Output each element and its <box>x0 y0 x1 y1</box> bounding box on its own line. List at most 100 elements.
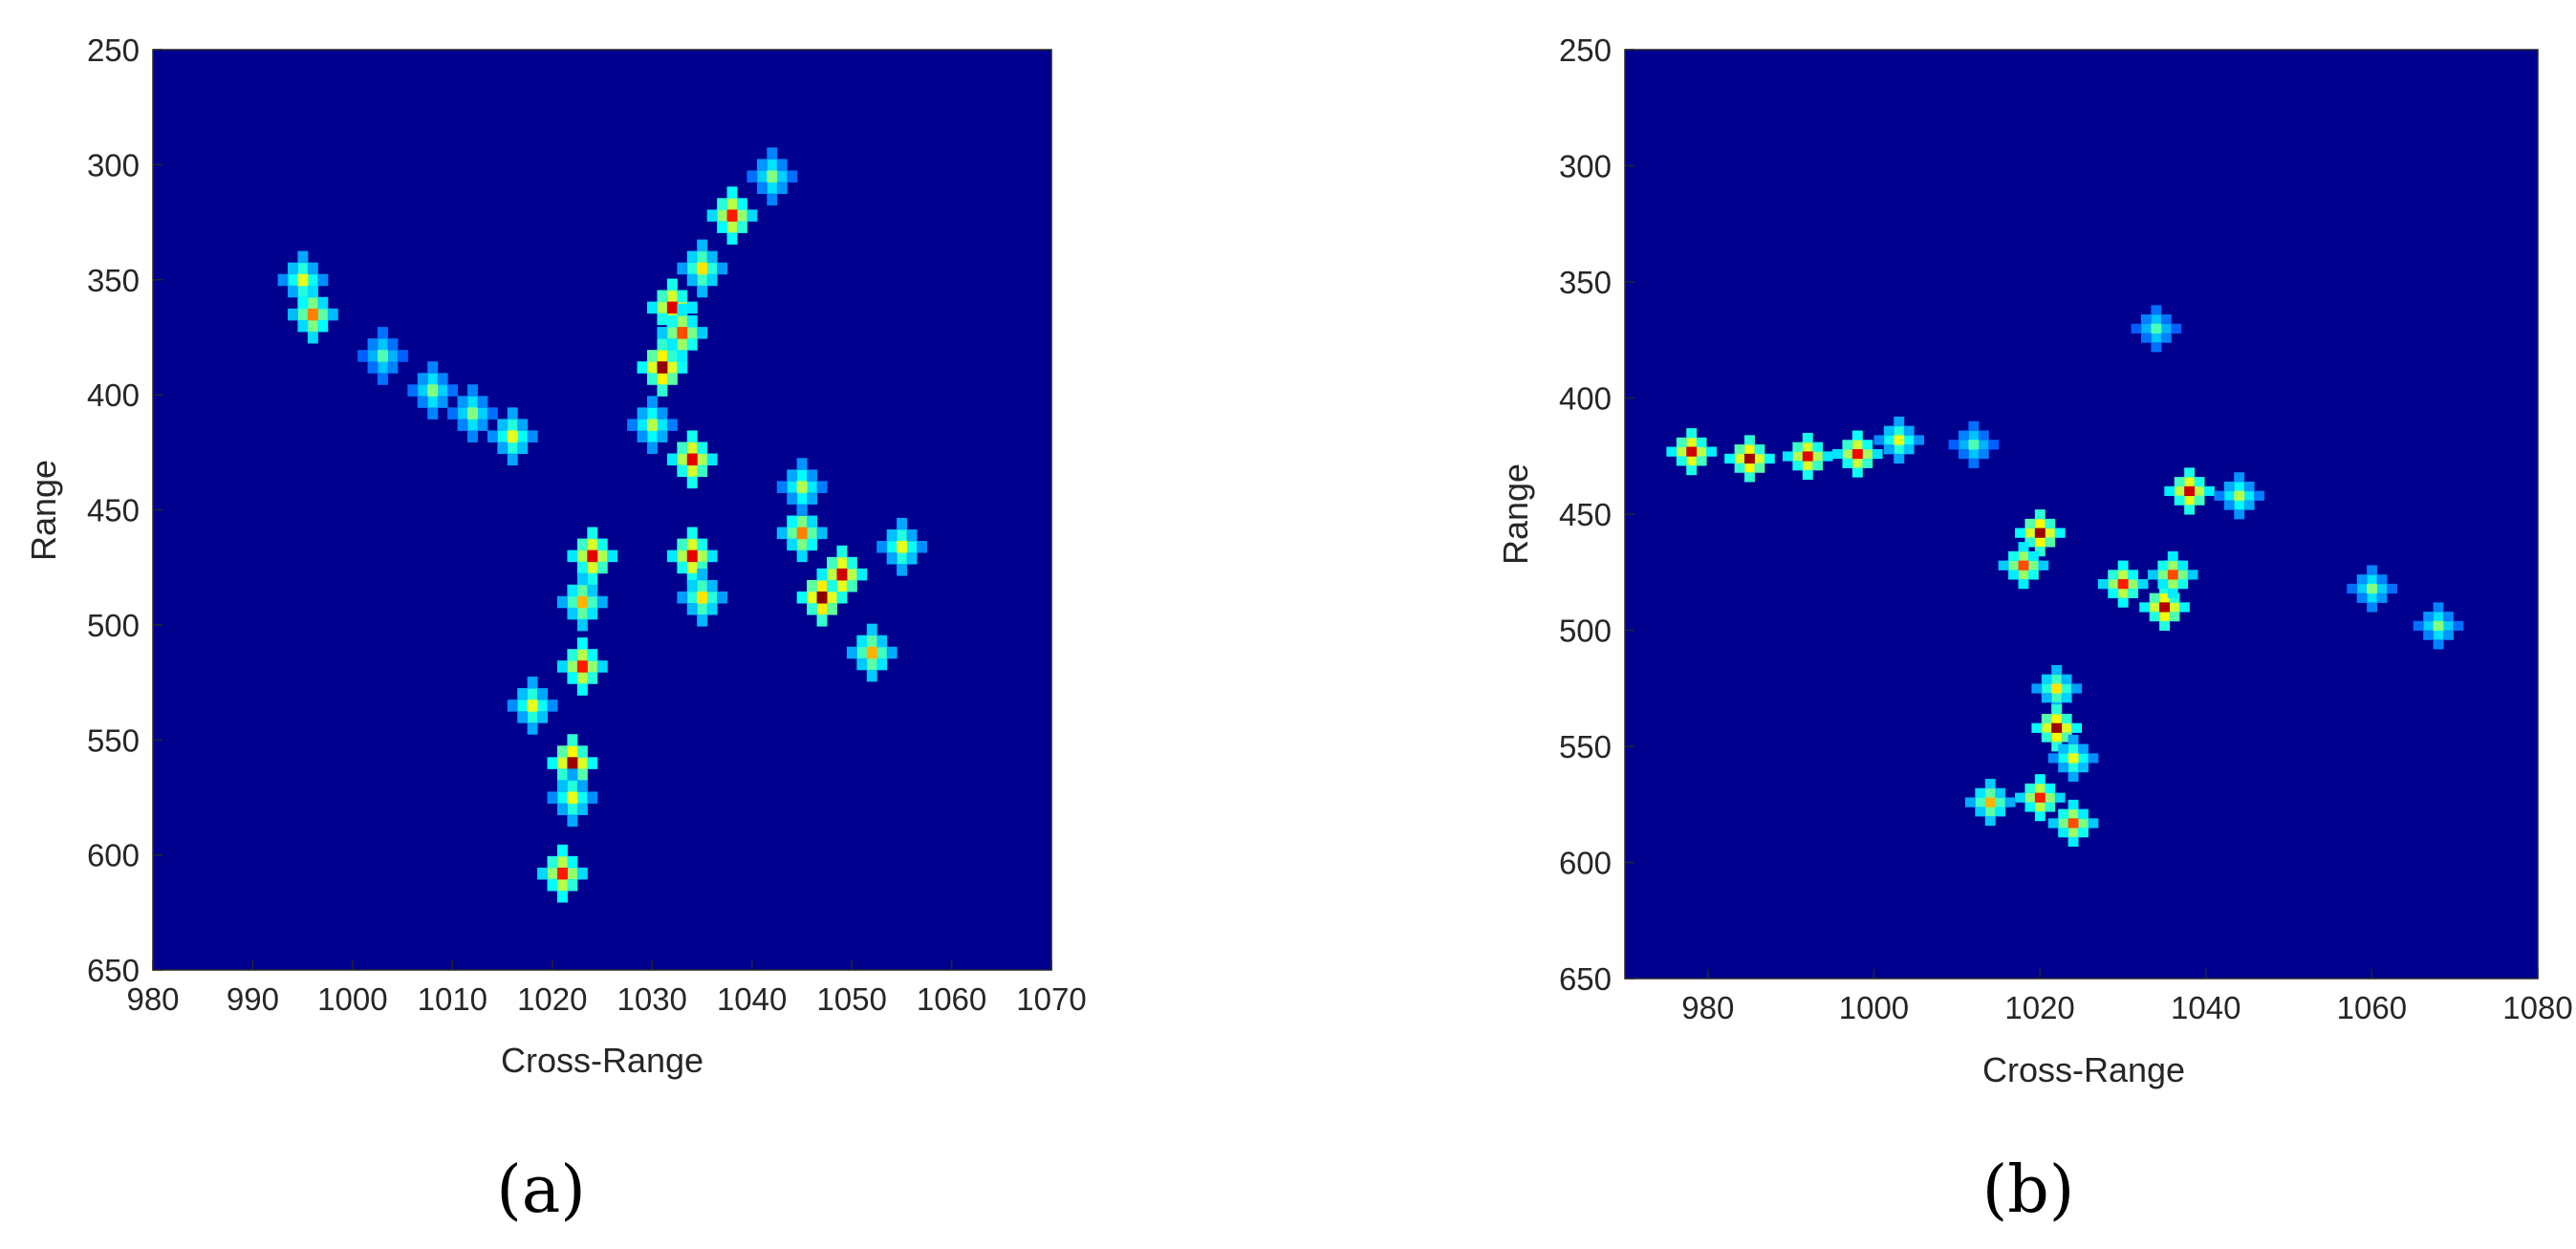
heatmap-cell <box>1903 435 1915 445</box>
heatmap-cell <box>866 657 877 671</box>
heatmap-cell <box>1978 448 1989 460</box>
heatmap-cell <box>697 603 708 615</box>
heatmap-cell <box>576 683 588 696</box>
heatmap-cell <box>816 591 828 604</box>
heatmap-cell <box>2054 528 2066 538</box>
heatmap-cell <box>706 549 718 563</box>
heatmap-cell <box>657 327 668 339</box>
heatmap-cell <box>2423 620 2435 631</box>
heatmap-cell <box>2423 612 2435 622</box>
heatmap-cell <box>2041 693 2052 703</box>
heatmap-cell <box>807 481 818 493</box>
heatmap-cell <box>297 296 309 310</box>
heatmap-cell <box>2423 630 2435 640</box>
heatmap-cell <box>657 338 668 351</box>
heatmap-cell <box>2078 818 2089 829</box>
heatmap-cell <box>2061 732 2072 743</box>
heatmap-cell <box>827 556 837 570</box>
heatmap-cell <box>596 549 608 563</box>
heatmap-cell <box>2117 570 2129 580</box>
heatmap-cell <box>557 878 568 892</box>
heatmap-cell <box>2027 560 2039 571</box>
heatmap-cell <box>2108 570 2119 580</box>
heatmap-cell <box>886 541 898 553</box>
heatmap-cell <box>686 453 698 466</box>
heatmap-cell <box>1724 453 1736 464</box>
heatmap-cell <box>726 209 738 222</box>
y-tick-label: 250 <box>87 32 140 68</box>
heatmap-cell <box>787 492 798 505</box>
heatmap-cell <box>567 878 578 892</box>
heatmap-cell <box>2184 467 2196 478</box>
plot-area-a <box>153 50 1051 970</box>
x-tick-label: 980 <box>1681 990 1734 1025</box>
x-ticks-b: 980 1000 1020 1040 1060 1080 <box>1681 969 2573 1025</box>
heatmap-cell <box>657 350 668 362</box>
heatmap-cell <box>897 564 908 576</box>
heatmap-cell <box>2067 799 2079 810</box>
heatmap-cell <box>2167 579 2178 590</box>
heatmap-cell <box>1894 425 1905 436</box>
heatmap-cell <box>557 745 568 758</box>
heatmap-cell <box>866 623 877 636</box>
x-axis-label-b: Cross-Range <box>1982 1050 2185 1089</box>
heatmap-cell <box>647 419 658 431</box>
heatmap-cell <box>2018 542 2029 552</box>
heatmap-cell <box>467 419 478 431</box>
heatmap-cell <box>686 301 698 314</box>
heatmap-cell <box>596 561 608 574</box>
heatmap-cell <box>2045 537 2056 548</box>
heatmap-cell <box>657 301 668 314</box>
heatmap-cell <box>767 147 778 160</box>
heatmap-cell <box>1812 441 1824 452</box>
heatmap-cell <box>2041 683 2052 694</box>
heatmap-cell <box>2004 797 2016 808</box>
heatmap-cell <box>2067 763 2079 773</box>
heatmap-cell <box>2376 583 2388 594</box>
heatmap-cell <box>2045 528 2056 538</box>
heatmap-cell <box>447 407 459 420</box>
heatmap-cell <box>1862 440 1873 450</box>
heatmap-cell <box>576 803 588 815</box>
heatmap-cell <box>886 552 898 565</box>
heatmap-cell <box>1802 469 1813 481</box>
heatmap-cell <box>706 273 718 287</box>
heatmap-cell <box>2386 583 2397 594</box>
heatmap-cell <box>1984 787 1996 798</box>
heatmap-cell <box>686 527 698 540</box>
heatmap-cell <box>567 803 578 815</box>
heatmap-cell <box>2254 490 2264 501</box>
heatmap-cell <box>2058 828 2069 838</box>
heatmap-cell <box>666 290 678 303</box>
heatmap-cell <box>697 441 708 455</box>
heatmap-cell <box>897 528 908 542</box>
heatmap-cell <box>1984 779 1996 789</box>
heatmap-cell <box>417 396 428 408</box>
heatmap-cell <box>2433 630 2444 640</box>
heatmap-cell <box>706 250 718 264</box>
heatmap-cell <box>647 361 658 374</box>
heatmap-cell <box>527 700 538 712</box>
heatmap-cell <box>1851 467 1863 478</box>
heatmap-cell <box>807 538 818 551</box>
x-tick-label: 990 <box>227 981 279 1017</box>
heatmap-cell <box>666 301 678 314</box>
heatmap-cell <box>2041 732 2052 743</box>
heatmap-cell <box>1696 437 1707 448</box>
heatmap-cell <box>2151 323 2162 334</box>
heatmap-cell <box>517 419 529 431</box>
heatmap-cell <box>547 757 558 769</box>
heatmap-cell <box>856 657 868 671</box>
heatmap-cell <box>2443 620 2454 631</box>
heatmap-cell <box>2443 630 2454 640</box>
heatmap-cell <box>627 419 639 431</box>
heatmap-cell <box>378 327 388 339</box>
heatmap-cell <box>567 757 578 769</box>
heatmap-cell <box>816 481 828 493</box>
heatmap-cell <box>587 757 598 769</box>
heatmap-cell <box>767 170 778 183</box>
heatmap-cell <box>767 193 778 206</box>
heatmap-cell <box>477 419 488 431</box>
heatmap-cell <box>2151 333 2162 343</box>
